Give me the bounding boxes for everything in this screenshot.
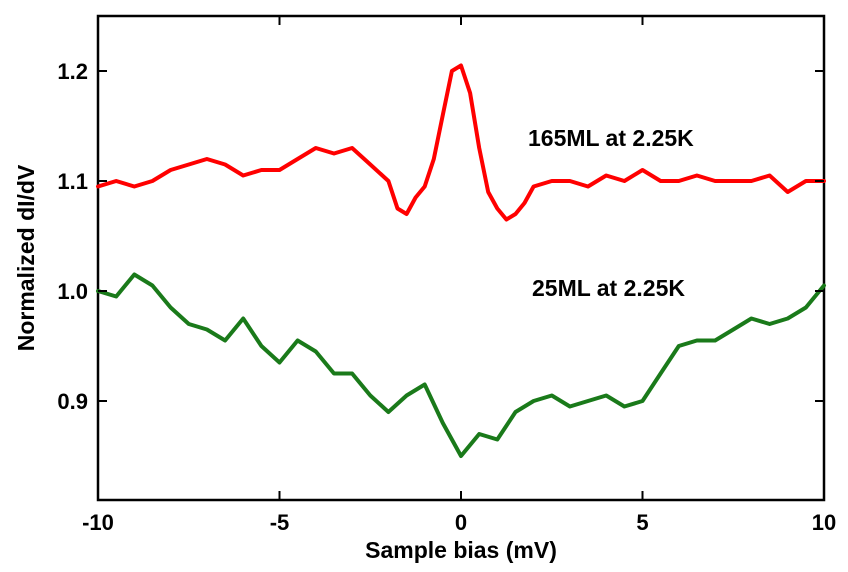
y-axis-title: Normalized dI/dV [13,164,39,351]
tick-layer: -10 -5 0 5 10 0.9 1.0 1.1 1.2 [57,16,836,535]
plot-area [96,14,826,502]
series-layer [96,63,826,458]
x-tick-label: -5 [270,510,290,535]
series-label-25ml: 25ML at 2.25K [532,275,685,301]
x-tick-label: 10 [812,510,836,535]
series-0 [96,63,826,222]
series-line-1 [96,272,826,458]
x-tick-label: 0 [455,510,467,535]
y-tick-label: 1.0 [57,279,88,304]
x-axis-title: Sample bias (mV) [365,537,557,563]
plot-frame [96,14,826,502]
x-tick-label: 5 [636,510,648,535]
y-tick-label: 1.2 [57,59,88,84]
x-tick-label: -10 [82,510,114,535]
y-tick-label: 1.1 [57,169,88,194]
series-line-0 [96,63,826,222]
series-1 [96,272,826,458]
y-tick-label: 0.9 [57,389,88,414]
series-label-165ml: 165ML at 2.25K [528,125,694,151]
